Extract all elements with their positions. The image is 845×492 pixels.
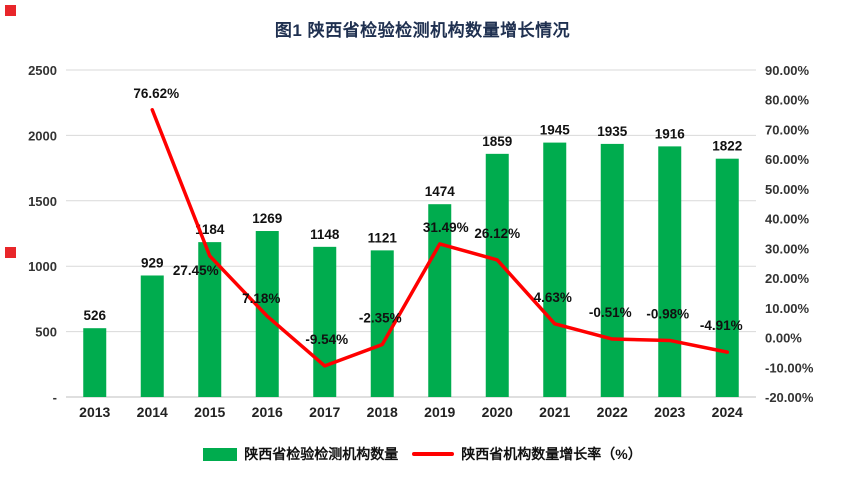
- right-axis-tick-label: 50.00%: [765, 182, 810, 197]
- bar: [543, 142, 567, 397]
- category-label: 2015: [194, 404, 225, 420]
- line-series-swatch-icon: [412, 452, 455, 456]
- line-series-legend-label: 陕西省机构数量增长率（%）: [461, 446, 642, 462]
- line-point-label: 31.49%: [423, 220, 469, 235]
- line-point-label: 27.45%: [173, 263, 219, 278]
- right-axis-tick-label: 60.00%: [765, 152, 810, 167]
- legend: 陕西省检验检测机构数量 陕西省机构数量增长率（%）: [0, 444, 845, 464]
- bar-value-label: 1945: [540, 123, 571, 138]
- bar: [140, 275, 164, 397]
- bar-value-label: 1916: [655, 126, 686, 141]
- chart-title: 图1 陕西省检验检测机构数量增长情况: [274, 21, 571, 40]
- bar: [485, 153, 509, 397]
- right-axis-tick-label: -10.00%: [765, 360, 814, 375]
- right-axis-tick-label: 40.00%: [765, 212, 810, 227]
- left-axis-tick-label: 500: [35, 325, 57, 340]
- red-square-marker-middle-left: [5, 247, 16, 258]
- line-point-label: -4.91%: [700, 318, 743, 333]
- left-axis-tick-label: 1000: [28, 259, 57, 274]
- category-label: 2019: [424, 404, 455, 420]
- category-label: 2020: [482, 404, 513, 420]
- bar: [198, 242, 222, 397]
- right-axis-tick-label: 80.00%: [765, 93, 810, 108]
- line-point-label: -9.54%: [305, 332, 348, 347]
- line-point-label: -2.35%: [359, 311, 402, 326]
- category-label: 2014: [137, 404, 168, 420]
- bar-series-legend-label: 陕西省检验检测机构数量: [244, 446, 399, 462]
- bar-value-label: 929: [141, 255, 164, 270]
- bar: [313, 246, 337, 397]
- bar: [83, 328, 107, 397]
- right-axis-tick-label: -20.00%: [765, 390, 814, 405]
- line-point-label: 7.18%: [242, 291, 280, 306]
- category-label: 2016: [252, 404, 283, 420]
- bar: [600, 143, 624, 397]
- right-axis-tick-label: 70.00%: [765, 122, 810, 137]
- category-label: 2021: [539, 404, 570, 420]
- line-point-label: 4.63%: [534, 290, 572, 305]
- legend-item-bar-series: 陕西省检验检测机构数量: [203, 444, 398, 464]
- bar-series-swatch-icon: [203, 447, 238, 461]
- bar-value-label: 1859: [482, 134, 512, 149]
- category-label: 2023: [654, 404, 685, 420]
- bar-value-label: 1148: [310, 227, 340, 242]
- category-label: 2018: [367, 404, 398, 420]
- red-square-marker-top-left: [5, 5, 16, 16]
- category-label: 2017: [309, 404, 340, 420]
- bar-value-label: 1822: [712, 139, 742, 154]
- left-axis-tick-label: -: [53, 390, 57, 405]
- bar-value-label: 1121: [368, 230, 398, 245]
- bar: [715, 158, 739, 397]
- bar-value-label: 526: [83, 308, 106, 323]
- line-point-label: -0.98%: [646, 306, 689, 321]
- growth-rate-line: [150, 108, 729, 368]
- bar: [370, 250, 394, 397]
- right-axis-tick-label: 0.00%: [765, 331, 802, 346]
- line-point-label: -0.51%: [589, 305, 632, 320]
- category-label: 2013: [79, 404, 110, 420]
- line-point-label: 26.12%: [474, 226, 520, 241]
- bar: [658, 146, 682, 397]
- legend-item-line-series: 陕西省机构数量增长率（%）: [412, 444, 642, 464]
- right-axis-tick-label: 30.00%: [765, 241, 810, 256]
- left-axis-tick-label: 2500: [28, 63, 57, 78]
- line-point-label: 76.62%: [133, 86, 179, 101]
- right-axis-tick-label: 20.00%: [765, 271, 810, 286]
- right-axis-tick-label: 10.00%: [765, 301, 810, 316]
- left-axis-tick-label: 2000: [28, 128, 57, 143]
- bar-value-label: 1474: [425, 184, 456, 199]
- right-axis-tick-label: 90.00%: [765, 63, 810, 78]
- category-label: 2022: [597, 404, 628, 420]
- left-axis-tick-label: 1500: [28, 194, 57, 209]
- category-label: 2024: [712, 404, 743, 420]
- bar-value-label: 1269: [252, 211, 282, 226]
- bar-value-label: 1935: [597, 124, 628, 139]
